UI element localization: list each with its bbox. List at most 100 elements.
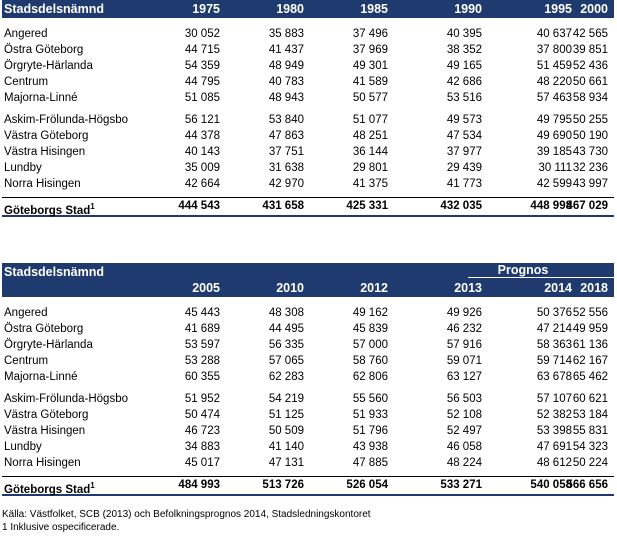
population-value: 51 952	[184, 393, 220, 405]
population-value: 54 323	[572, 441, 608, 453]
population-value: 47 691	[536, 441, 572, 453]
total-value: 513 726	[262, 479, 304, 491]
population-value: 41 375	[352, 178, 388, 190]
column-header-year: 1990	[454, 2, 482, 16]
population-value: 39 185	[536, 146, 572, 158]
district-name: Majorna-Linné	[4, 92, 78, 104]
district-name: Lundby	[4, 162, 42, 174]
population-value: 50 224	[572, 457, 608, 469]
population-value: 48 943	[268, 92, 304, 104]
population-value: 49 795	[536, 114, 572, 126]
population-value: 52 108	[446, 409, 482, 421]
table-row: Majorna-Linné 60 355 62 283 62 806 63 127 63 …	[2, 369, 614, 385]
population-value: 56 121	[184, 114, 220, 126]
population-value: 62 167	[572, 355, 608, 367]
district-name: Centrum	[4, 76, 49, 88]
population-value: 30 052	[184, 28, 220, 40]
population-value: 45 017	[184, 457, 220, 469]
population-value: 52 497	[446, 425, 482, 437]
population-value: 49 573	[446, 114, 482, 126]
column-header-year: 2014	[544, 281, 572, 295]
population-value: 53 516	[446, 92, 482, 104]
population-value: 58 363	[536, 339, 572, 351]
population-value: 57 065	[268, 355, 304, 367]
population-value: 40 395	[446, 28, 482, 40]
population-value: 56 503	[446, 393, 482, 405]
total-value: 566 656	[566, 479, 608, 491]
table-header: Stadsdelsnämnd 1975 1980 1985 1990 1995 …	[2, 0, 614, 18]
table-row: Norra Hisingen 45 017 47 131 47 885 48 224 48…	[2, 455, 614, 471]
district-name: Örgryte-Härlanda	[4, 339, 93, 351]
population-value: 50 661	[572, 76, 608, 88]
table-row: Majorna-Linné 51 085 48 943 50 577 53 516 57 …	[2, 90, 614, 106]
population-value: 51 459	[536, 60, 572, 72]
district-name: Västra Hisingen	[4, 146, 86, 158]
population-value: 52 382	[536, 409, 572, 421]
population-value: 54 219	[268, 393, 304, 405]
population-value: 55 831	[572, 425, 608, 437]
total-value: 425 331	[346, 200, 388, 212]
district-name: Örgryte-Härlanda	[4, 60, 93, 72]
population-value: 48 220	[536, 76, 572, 88]
district-name: Västra Hisingen	[4, 425, 86, 437]
total-label: Göteborgs Stad1	[4, 481, 95, 496]
population-value: 50 190	[572, 130, 608, 142]
population-value: 60 355	[184, 371, 220, 383]
population-value: 45 839	[352, 323, 388, 335]
table-row: Västra Hisingen 40 143 37 751 36 144 37 977 3…	[2, 144, 614, 160]
population-value: 53 288	[184, 355, 220, 367]
population-value: 42 664	[184, 178, 220, 190]
total-label: Göteborgs Stad1	[4, 202, 95, 217]
population-value: 41 689	[184, 323, 220, 335]
population-value: 59 714	[536, 355, 572, 367]
population-value: 51 933	[352, 409, 388, 421]
population-value: 49 959	[572, 323, 608, 335]
population-value: 55 560	[352, 393, 388, 405]
population-value: 57 463	[536, 92, 572, 104]
district-name: Lundby	[4, 441, 42, 453]
population-value: 34 883	[184, 441, 220, 453]
table-row: Örgryte-Härlanda 53 597 56 335 57 000 57 916…	[2, 337, 614, 353]
population-value: 49 162	[352, 307, 388, 319]
footnote: 1 Inklusive ospecificerade.	[2, 522, 120, 533]
district-name: Västra Göteborg	[4, 409, 89, 421]
column-header-year: 2012	[360, 281, 388, 295]
population-value: 47 214	[536, 323, 572, 335]
population-value: 49 926	[446, 307, 482, 319]
table-row: Örgryte-Härlanda 54 359 48 949 49 301 49 165…	[2, 58, 614, 74]
population-value: 54 359	[184, 60, 220, 72]
population-value: 61 136	[572, 339, 608, 351]
population-value: 44 795	[184, 76, 220, 88]
population-value: 53 184	[572, 409, 608, 421]
district-name: Angered	[4, 307, 48, 319]
population-value: 35 883	[268, 28, 304, 40]
population-value: 42 686	[446, 76, 482, 88]
table-row: Centrum 44 795 40 783 41 589 42 686 48 220 50 …	[2, 74, 614, 90]
column-header-year: 2018	[580, 281, 608, 295]
population-value: 47 885	[352, 457, 388, 469]
district-name: Askim-Frölunda-Högsbo	[4, 393, 128, 405]
column-header-district: Stadsdelsnämnd	[4, 2, 105, 16]
column-header-year: 2010	[276, 281, 304, 295]
population-value: 56 335	[268, 339, 304, 351]
table-header: Stadsdelsnämnd Prognos 2005 2010 2012 20…	[2, 263, 614, 297]
source-note: Källa: Västfolket, SCB (2013) och Befolk…	[2, 509, 371, 520]
district-name: Majorna-Linné	[4, 371, 78, 383]
population-value: 41 773	[446, 178, 482, 190]
population-value: 49 165	[446, 60, 482, 72]
population-value: 35 009	[184, 162, 220, 174]
population-value: 50 509	[268, 425, 304, 437]
table-row: Centrum 53 288 57 065 58 760 59 071 59 714 62 …	[2, 353, 614, 369]
population-value: 37 977	[446, 146, 482, 158]
population-value: 31 638	[268, 162, 304, 174]
population-value: 48 251	[352, 130, 388, 142]
total-row: Göteborgs Stad1 444 543 431 658 425 331 …	[2, 197, 614, 217]
population-value: 37 969	[352, 44, 388, 56]
table-row: Lundby 35 009 31 638 29 801 29 439 30 111 32 2…	[2, 160, 614, 176]
population-value: 57 107	[536, 393, 572, 405]
population-value: 40 637	[536, 28, 572, 40]
total-value: 533 271	[440, 479, 482, 491]
population-value: 50 577	[352, 92, 388, 104]
column-header-district: Stadsdelsnämnd	[4, 265, 105, 279]
district-name: Västra Göteborg	[4, 130, 89, 142]
